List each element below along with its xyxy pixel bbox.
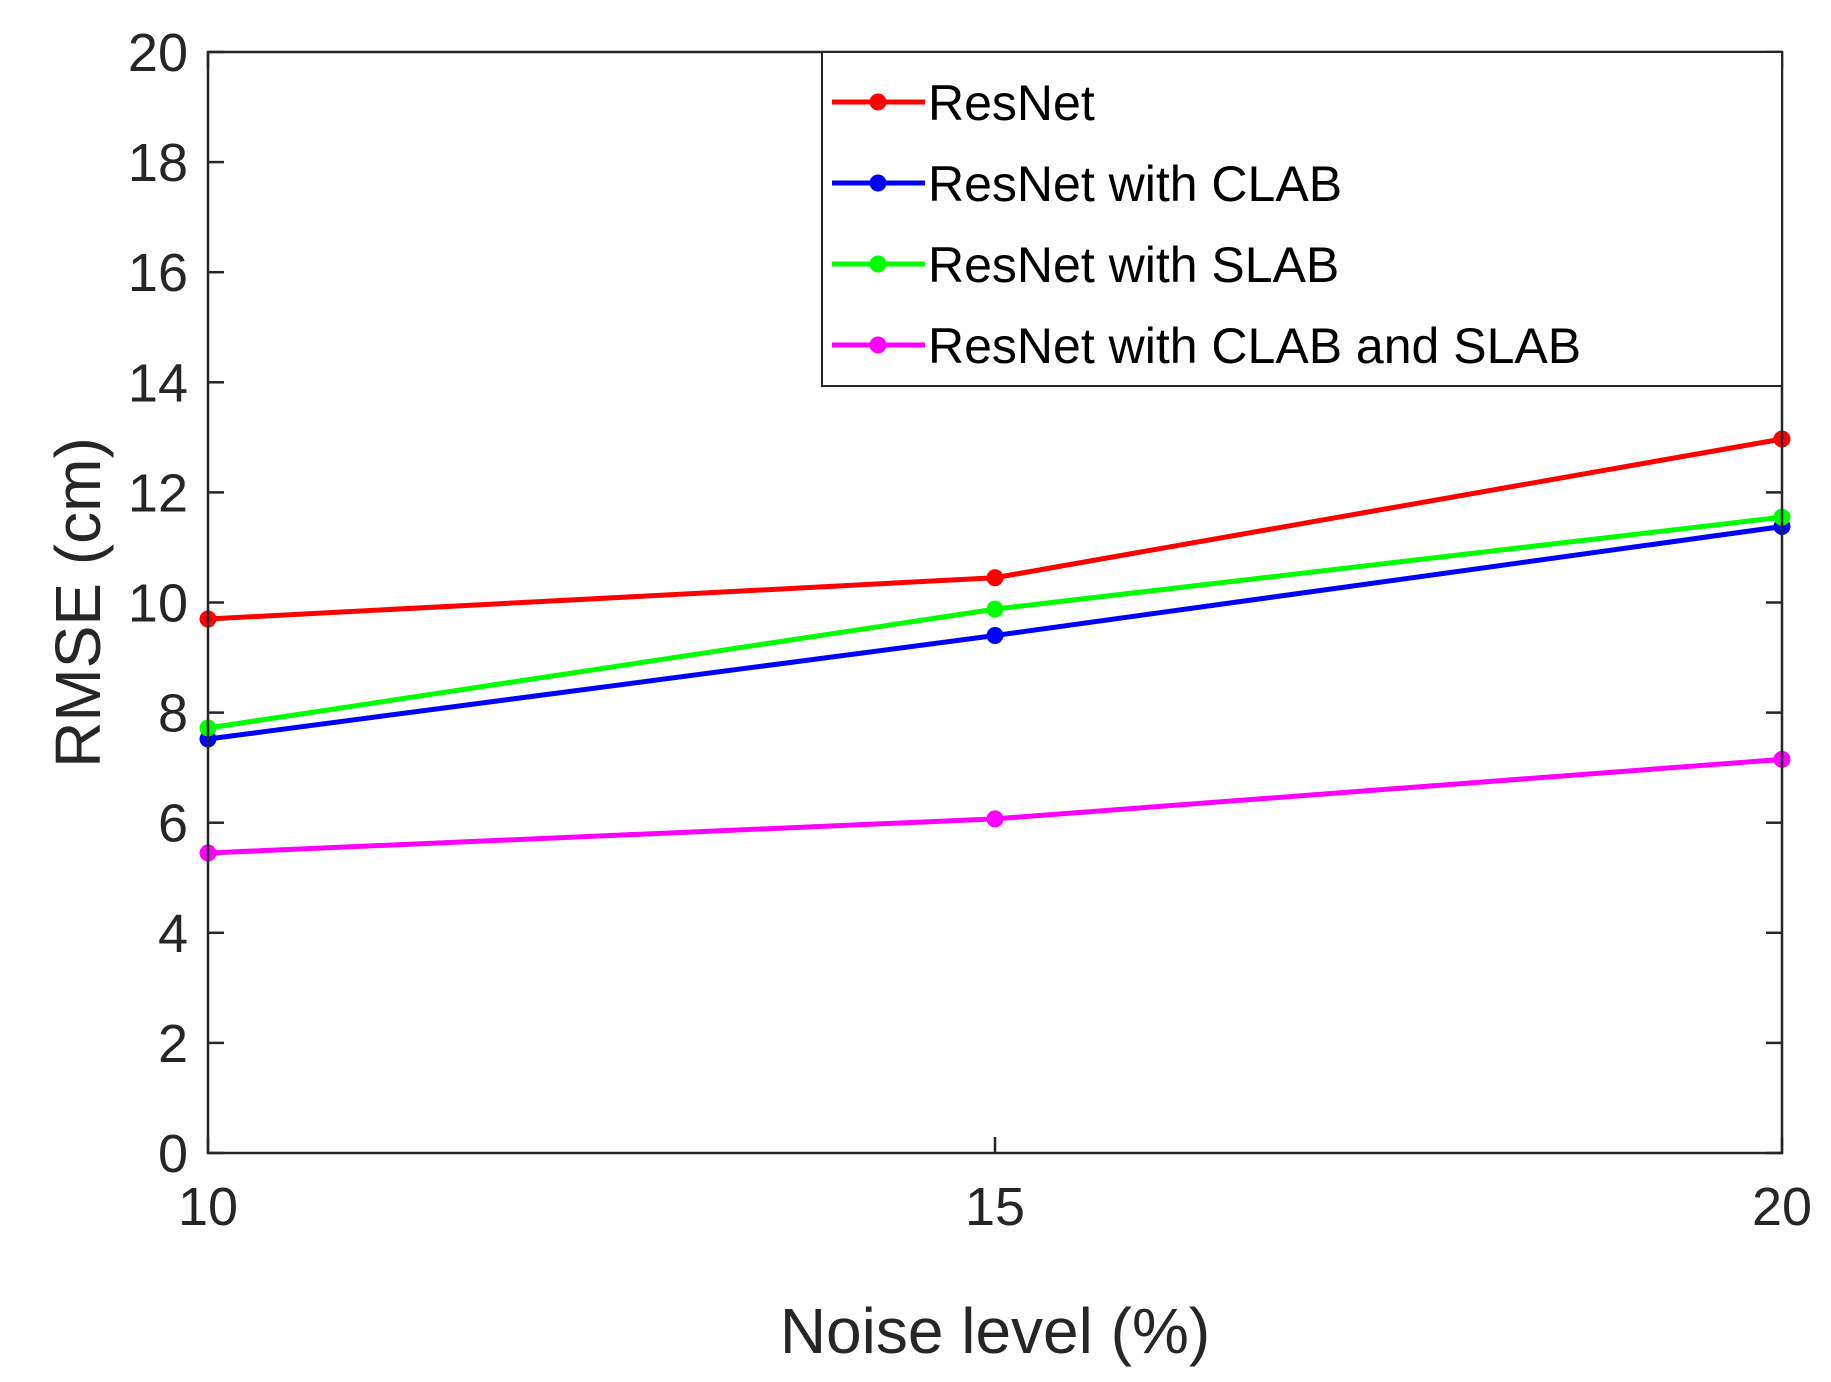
y-tick-label: 2 xyxy=(158,1014,188,1074)
legend: ResNet ResNet with CLAB ResNet with SLAB Re… xyxy=(821,51,1783,387)
y-tick-label: 6 xyxy=(158,794,188,854)
y-axis-label: RMSE (cm) xyxy=(42,437,114,768)
legend-marker-3 xyxy=(869,255,887,273)
legend-marker-2 xyxy=(869,174,887,192)
y-tick-label: 16 xyxy=(128,243,188,303)
x-tick-label: 10 xyxy=(178,1177,238,1237)
legend-marker-1 xyxy=(869,93,887,111)
series-1-point xyxy=(986,569,1004,587)
y-tick-label: 4 xyxy=(158,904,188,964)
y-tick-label: 20 xyxy=(128,23,188,83)
x-axis-label: Noise level (%) xyxy=(780,1295,1210,1367)
series-4-point xyxy=(986,810,1004,828)
legend-entry-2: ResNet with CLAB xyxy=(928,156,1342,212)
y-tick-label: 14 xyxy=(128,353,188,413)
x-tick-label: 15 xyxy=(965,1177,1025,1237)
series-2-point xyxy=(986,627,1004,645)
series-3-point xyxy=(986,600,1004,618)
y-tick-label: 10 xyxy=(128,574,188,634)
y-tick-label: 18 xyxy=(128,133,188,193)
y-tick-label: 0 xyxy=(158,1124,188,1184)
y-tick-label: 12 xyxy=(128,463,188,523)
legend-marker-4 xyxy=(869,336,887,354)
x-tick-label: 20 xyxy=(1752,1177,1812,1237)
y-tick-label: 8 xyxy=(158,684,188,744)
y-axis-ticks: 0 2 4 6 8 10 12 14 16 18 20 xyxy=(128,23,1782,1184)
legend-entry-1: ResNet xyxy=(928,75,1095,131)
x-axis-ticks: 10 15 20 xyxy=(178,52,1812,1237)
legend-box xyxy=(821,51,1783,387)
legend-entry-3: ResNet with SLAB xyxy=(928,237,1339,293)
legend-entry-4: ResNet with CLAB and SLAB xyxy=(928,318,1581,374)
